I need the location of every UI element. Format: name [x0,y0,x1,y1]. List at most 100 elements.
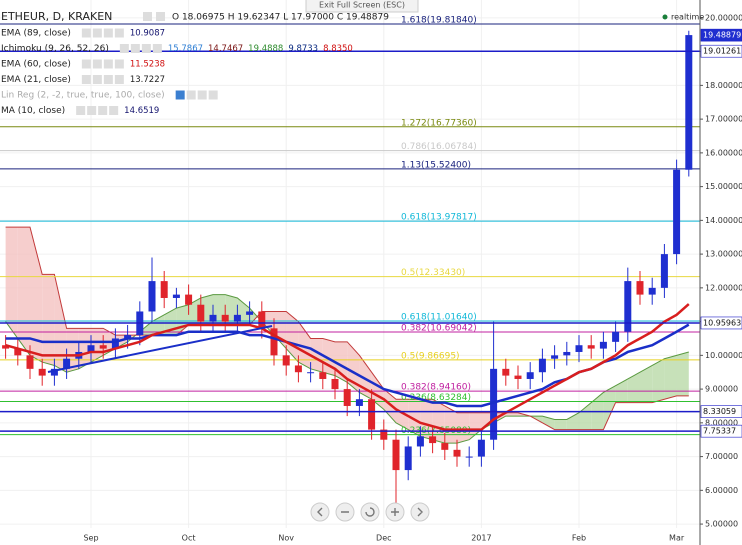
scroll-right[interactable] [410,502,430,522]
indicator-button[interactable] [208,90,218,100]
button[interactable] [156,12,165,21]
cloud-segment [298,321,311,369]
y-tick-label: 8.00000 [705,418,738,427]
y-tick-label: 12.00000 [705,283,742,292]
y-tick-label: 6.00000 [705,486,738,495]
cloud-segment [627,372,640,403]
exit-label[interactable]: Exit Full Screen (ESC) [319,1,405,10]
fib-label: 0.236(8.63284) [401,393,471,403]
candle-body [624,281,632,332]
indicator-button[interactable] [98,106,108,115]
y-tick-label: 5.00000 [705,520,738,529]
cloud-segment [505,412,518,417]
indicator-button[interactable] [186,90,196,100]
cloud-segment [676,351,689,396]
button[interactable] [143,12,152,21]
candle-body [209,314,217,322]
indicator-button[interactable] [76,106,86,115]
indicator-button[interactable] [114,59,124,69]
indicator-value: 15.7867 [168,44,203,54]
candle-body [673,169,681,255]
indicator-name: Ichimoku (9, 26, 52, 26) [1,44,109,54]
indicator-button[interactable] [119,44,129,53]
cloud-segment [603,385,616,430]
indicator-button[interactable] [103,59,113,69]
candle-body [404,446,412,471]
indicator-button[interactable] [92,75,102,84]
price-tag-label: 19.01261 [703,47,741,56]
indicator-button[interactable] [141,44,151,53]
price-tag-label: 8.33059 [703,407,736,416]
y-tick-label: 18.00000 [705,81,742,90]
ohlc: O 18.06975 H 19.62347 L 17.97000 C 19.48… [172,13,389,23]
fib-label: 0.382(10.69042) [401,324,477,334]
indicator-button[interactable] [81,59,91,69]
realtime-label: realtime [671,13,704,22]
indicator-button[interactable] [103,75,113,84]
candle-body [2,345,10,349]
indicator-button[interactable] [114,75,124,84]
indicator-button[interactable] [92,28,102,38]
candle-body [221,314,229,322]
candle-body [612,331,620,342]
y-tick-label: 7.00000 [705,452,738,461]
candle-body [599,341,607,349]
cloud-segment [652,358,665,403]
candle-body [648,287,656,295]
fib-label: 0.382(8.94160) [401,383,471,393]
candle-body [587,345,595,349]
exit-button[interactable] [305,0,419,13]
cloud-segment [383,389,396,423]
reset[interactable] [360,502,380,522]
y-tick-label: 9.00000 [705,385,738,394]
fib-label: 0.618(11.01640) [401,313,477,323]
indicator-name: EMA (89, close) [1,29,71,39]
fib-label: 0.5(9.86695) [401,351,460,361]
cloud-segment [579,402,592,430]
indicator-name: EMA (60, close) [1,60,71,70]
candle-body [307,372,315,374]
candle-body [660,254,668,288]
price-tag [700,28,742,42]
indicator-button[interactable] [92,59,102,69]
cloud-segment [408,399,421,437]
indicator-button[interactable] [103,28,113,38]
candle-body [319,372,327,379]
scroll-left[interactable] [310,502,330,522]
indicator-button[interactable] [197,90,207,100]
candle-body [490,368,498,440]
indicator-button[interactable] [109,106,119,115]
indicator-button[interactable] [152,44,162,53]
candle-body [26,355,34,369]
cloud-segment [432,399,445,444]
cloud-segment [17,227,30,356]
candle-body [636,281,644,295]
indicator-button[interactable] [175,90,185,100]
candle-body [685,35,693,170]
candle-body [368,399,376,430]
indicator-button[interactable] [81,28,91,38]
indicator-button[interactable] [114,28,124,38]
candle-body [38,368,46,376]
cloud-segment [444,405,457,444]
candle-body [575,345,583,352]
x-tick-label: Nov [278,534,294,543]
cloud-segment [664,355,677,400]
indicator-value: 9.8733 [288,44,318,54]
indicator-button[interactable] [87,106,97,115]
candle-body [270,328,278,356]
candle-body [502,368,510,376]
candle-body [343,389,351,406]
x-tick-label: Feb [572,534,586,543]
symbol-title: ETHEUR, D, KRAKEN [1,10,112,23]
x-tick-label: Oct [182,534,196,543]
indicator-button[interactable] [130,44,140,53]
x-tick-label: Sep [83,534,98,543]
indicator-name: EMA (21, close) [1,75,71,85]
fib-label: 0.618(13.97817) [401,213,477,223]
cloud-edge [5,226,689,431]
realtime-dot [662,14,668,20]
candle-body [160,281,168,298]
y-tick-label: 13.00000 [705,250,742,259]
indicator-button[interactable] [81,75,91,84]
